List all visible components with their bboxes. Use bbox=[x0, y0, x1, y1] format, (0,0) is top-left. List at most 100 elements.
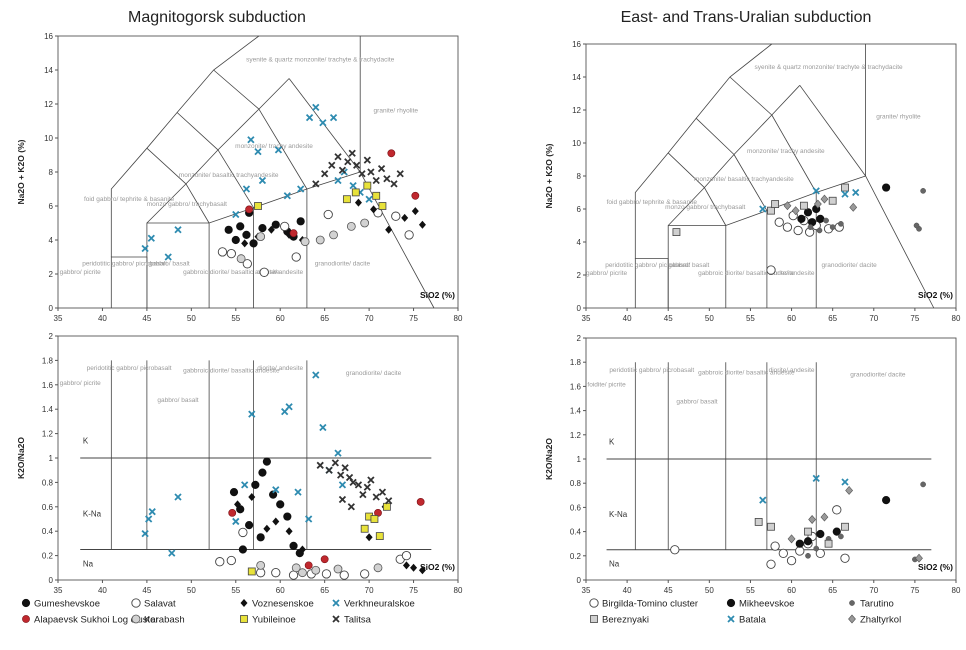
series-yubileinoe bbox=[254, 181, 387, 210]
data-point bbox=[786, 555, 797, 566]
data-point bbox=[360, 524, 369, 533]
series-alapaevsk-sukhoi-log-cluster bbox=[228, 498, 425, 570]
data-point bbox=[838, 221, 844, 227]
data-point bbox=[411, 191, 420, 200]
data-point bbox=[841, 478, 849, 486]
legend-marker bbox=[590, 615, 598, 623]
data-point bbox=[378, 202, 387, 210]
data-point bbox=[258, 176, 267, 185]
series-batala bbox=[759, 474, 849, 504]
data-point bbox=[920, 481, 926, 488]
data-point bbox=[378, 488, 387, 496]
data-point bbox=[226, 248, 236, 259]
x-tick-label: 60 bbox=[787, 314, 796, 323]
series-zhaltyrkol bbox=[787, 486, 923, 563]
data-point bbox=[824, 539, 833, 548]
data-point bbox=[254, 147, 262, 156]
data-point bbox=[320, 555, 329, 564]
x-tick-label: 55 bbox=[746, 314, 755, 323]
x-tick-label: 50 bbox=[705, 314, 714, 323]
data-point bbox=[245, 205, 254, 214]
data-point bbox=[385, 497, 393, 505]
x-stroke bbox=[247, 136, 255, 144]
x-stroke bbox=[367, 476, 375, 484]
x-stroke bbox=[274, 146, 283, 154]
x-tick-label: 65 bbox=[320, 314, 329, 323]
series-batala bbox=[759, 187, 860, 213]
data-point bbox=[354, 481, 363, 489]
data-point bbox=[305, 113, 314, 122]
field-label: peridotitic gabbro/ picrobasalt bbox=[609, 367, 694, 374]
y-tick-label: 10 bbox=[572, 139, 581, 148]
x-stroke bbox=[329, 113, 338, 122]
data-point bbox=[828, 196, 837, 205]
data-point bbox=[766, 559, 776, 569]
x-stroke bbox=[347, 503, 355, 511]
x-stroke bbox=[841, 190, 849, 198]
data-point bbox=[754, 518, 763, 526]
chart-panel-left-top: 35 40 45 50 55 60 65 70 75 80 0 2 4 6 8 10 12 14 16 Na2O + … bbox=[16, 32, 463, 323]
data-point bbox=[803, 537, 813, 546]
x-stroke bbox=[353, 161, 361, 169]
data-point bbox=[410, 563, 418, 572]
data-point bbox=[363, 181, 372, 190]
y-tick-label: 14 bbox=[572, 73, 581, 82]
y-tick-label: 6 bbox=[577, 205, 582, 214]
x-tick-label: 45 bbox=[142, 314, 151, 323]
data-point bbox=[367, 168, 375, 176]
field-label: peridotitic gabbro/ picrobasalt bbox=[605, 262, 690, 269]
field-label: gabbroic diorite/ basaltic andesite bbox=[183, 368, 280, 375]
data-point bbox=[274, 146, 283, 154]
data-point bbox=[298, 568, 307, 578]
y-tick-label: 0 bbox=[577, 304, 582, 313]
legend-label: Karabash bbox=[144, 615, 185, 626]
field-label: monzonite/ basaltic trachyandesite bbox=[179, 172, 279, 179]
data-point bbox=[247, 136, 255, 144]
legend-marker bbox=[332, 615, 340, 623]
data-point bbox=[849, 202, 858, 212]
x-axis-label: SiO2 (%) bbox=[918, 290, 953, 300]
y-tick-label: 2 bbox=[577, 271, 582, 280]
data-point bbox=[141, 244, 149, 253]
x-tick-label: 75 bbox=[409, 586, 418, 595]
data-point bbox=[238, 545, 247, 554]
data-point bbox=[372, 493, 380, 501]
x-stroke bbox=[332, 615, 340, 623]
x-tick-label: 55 bbox=[746, 586, 755, 595]
x-stroke bbox=[365, 195, 373, 203]
data-point bbox=[358, 170, 366, 178]
legend-marker bbox=[727, 615, 735, 623]
data-point bbox=[329, 113, 338, 122]
x-tick-label: 50 bbox=[187, 586, 196, 595]
y-tick-label: 0 bbox=[577, 576, 582, 585]
x-stroke bbox=[164, 253, 172, 261]
legend-marker bbox=[240, 615, 248, 623]
x-stroke bbox=[294, 488, 302, 496]
data-point bbox=[338, 481, 347, 489]
data-point bbox=[370, 515, 379, 523]
y-tick-label: 16 bbox=[44, 32, 53, 41]
data-point bbox=[245, 521, 254, 530]
x-stroke bbox=[319, 119, 327, 127]
data-point bbox=[367, 476, 375, 484]
x-tick-label: 35 bbox=[54, 314, 63, 323]
data-point bbox=[391, 211, 401, 221]
x-stroke bbox=[358, 170, 366, 178]
legend-label: Voznesenskoe bbox=[252, 599, 314, 610]
x-axis-label: SiO2 (%) bbox=[420, 562, 455, 572]
y-tick-label: 2 bbox=[577, 334, 582, 343]
chart-panel-right-top: 35 40 45 50 55 60 65 70 75 80 0 2 4 6 8 10 12 14 16 Na2O + … bbox=[544, 40, 961, 323]
data-point bbox=[334, 449, 342, 457]
legend-label: Mikheevskoe bbox=[739, 599, 794, 610]
field-label: gabbro/ picrite bbox=[60, 380, 102, 387]
field-label: gabbro/ basalt bbox=[149, 261, 190, 268]
series-tarutino bbox=[807, 188, 926, 234]
legend-label: Alapaevsk Sukhoi Log cluster bbox=[34, 615, 159, 626]
y-tick-label: 1.2 bbox=[570, 431, 582, 440]
x-tick-label: 45 bbox=[664, 586, 673, 595]
y-tick-label: 2 bbox=[49, 270, 54, 279]
data-point bbox=[813, 545, 820, 552]
data-point bbox=[291, 563, 301, 573]
x-stroke bbox=[385, 497, 393, 505]
x-stroke bbox=[812, 474, 820, 482]
